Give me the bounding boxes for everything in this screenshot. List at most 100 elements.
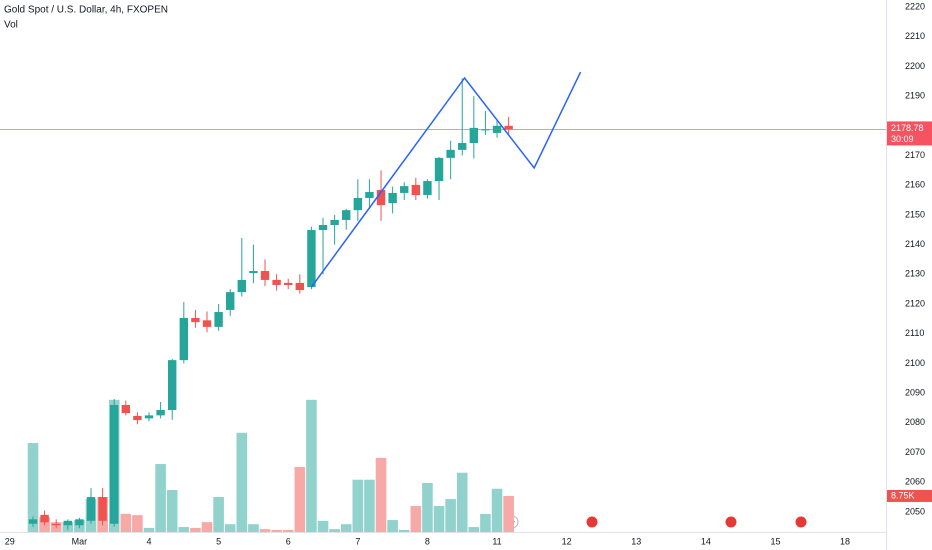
candle-body xyxy=(28,519,38,524)
volume-bar xyxy=(503,495,514,532)
candle-body xyxy=(469,127,479,144)
candle-body xyxy=(121,404,131,413)
candle-body xyxy=(458,143,467,150)
volume-bar xyxy=(317,520,329,532)
candle-body xyxy=(481,129,490,131)
volume-bar xyxy=(433,506,445,532)
candle-body xyxy=(168,360,177,411)
candle-body xyxy=(156,410,165,416)
volume-bar xyxy=(329,529,340,532)
y-tick-label: 2130 xyxy=(905,269,925,279)
candle-body xyxy=(63,520,73,526)
x-tick-label: 5 xyxy=(216,536,221,546)
candle-body xyxy=(446,149,455,158)
volume-bar xyxy=(120,513,132,532)
candle-body xyxy=(202,320,212,327)
candle-body xyxy=(214,312,223,327)
y-tick-label: 2120 xyxy=(905,298,925,308)
volume-bar xyxy=(387,520,398,532)
plot xyxy=(27,78,514,532)
chart-title: Gold Spot / U.S. Dollar, 4h, FXOPEN xyxy=(4,5,168,16)
volume-bar xyxy=(155,464,166,532)
volume-bar xyxy=(340,524,352,532)
volume-bar xyxy=(201,522,213,532)
y-tick-label: 2210 xyxy=(905,31,925,41)
volume-bar xyxy=(213,497,224,532)
candle-body xyxy=(423,181,432,196)
candle-body xyxy=(365,192,374,198)
candle-body xyxy=(434,157,444,182)
volume-bar xyxy=(259,529,271,532)
x-tick-label: 29 xyxy=(5,536,15,546)
x-tick-label: 15 xyxy=(770,536,780,546)
y-tick-label: 2080 xyxy=(905,417,925,427)
candle-body xyxy=(353,197,363,211)
volume-bar xyxy=(410,506,422,532)
x-tick-label: 12 xyxy=(562,536,572,546)
volume-bar xyxy=(224,524,236,532)
y-tick-label: 2060 xyxy=(905,477,925,487)
volume-bar xyxy=(271,529,282,532)
x-tick-label: 6 xyxy=(286,536,291,546)
volume-bar xyxy=(364,479,375,532)
candle-body xyxy=(249,271,258,274)
volume-bar xyxy=(491,488,503,532)
volume-bar xyxy=(282,529,294,532)
y-tick-label: 2110 xyxy=(905,328,924,338)
y-tick-label: 2140 xyxy=(905,239,925,249)
volume-bar xyxy=(306,399,317,532)
volume-bar xyxy=(294,466,306,532)
volume-bar xyxy=(375,457,387,532)
candle-body xyxy=(330,219,339,226)
candle-body xyxy=(411,184,421,196)
candle-body xyxy=(98,497,107,521)
volume-bar xyxy=(445,499,456,532)
candle-body xyxy=(226,292,235,310)
candle-body xyxy=(75,519,84,526)
volume-bar xyxy=(398,529,410,532)
x-tick-label: 14 xyxy=(701,536,711,546)
candle-body xyxy=(110,404,119,524)
event-icon[interactable] xyxy=(794,515,808,529)
last-price-label: 2178.78 xyxy=(891,123,924,133)
volume-bar xyxy=(468,527,480,532)
volume-title: Vol xyxy=(4,20,18,31)
y-tick-label: 2150 xyxy=(905,209,925,219)
x-tick-label: 13 xyxy=(631,536,641,546)
candle-body xyxy=(179,317,189,361)
trend-drawing xyxy=(310,71,582,288)
candle-body xyxy=(144,415,154,419)
last-volume-box xyxy=(887,489,932,502)
candle-body xyxy=(237,279,247,293)
last-price-box xyxy=(887,121,932,146)
volume-bar xyxy=(143,527,155,532)
candle-body xyxy=(52,523,61,526)
volume-bar xyxy=(132,515,143,532)
volume-bar xyxy=(236,432,248,532)
y-tick-label: 2190 xyxy=(905,90,925,100)
countdown-label: 30:09 xyxy=(891,134,914,144)
event-icon[interactable] xyxy=(724,515,738,529)
x-tick-label: 4 xyxy=(147,536,152,546)
x-tick-label: 18 xyxy=(840,536,850,546)
y-tick-label: 2100 xyxy=(905,358,925,368)
candle-body xyxy=(260,271,270,280)
candle-body xyxy=(318,225,328,231)
candle-body xyxy=(40,514,49,523)
y-tick-label: 2070 xyxy=(905,447,925,457)
volume-bar xyxy=(456,472,468,532)
candle-body xyxy=(342,210,351,220)
volume-bar xyxy=(352,479,364,532)
candle-body xyxy=(376,189,386,206)
y-tick-label: 2200 xyxy=(905,61,925,71)
y-tick-label: 2160 xyxy=(905,180,925,190)
x-tick-label: Mar xyxy=(72,536,88,546)
candle-body xyxy=(295,282,305,291)
candle-body xyxy=(504,125,513,130)
candle-body xyxy=(133,415,142,421)
last-volume-label: 8.75K xyxy=(891,490,915,500)
event-icon[interactable] xyxy=(585,515,599,529)
candle-body xyxy=(86,497,96,521)
candle-body xyxy=(191,317,200,323)
volume-bar xyxy=(166,490,178,532)
